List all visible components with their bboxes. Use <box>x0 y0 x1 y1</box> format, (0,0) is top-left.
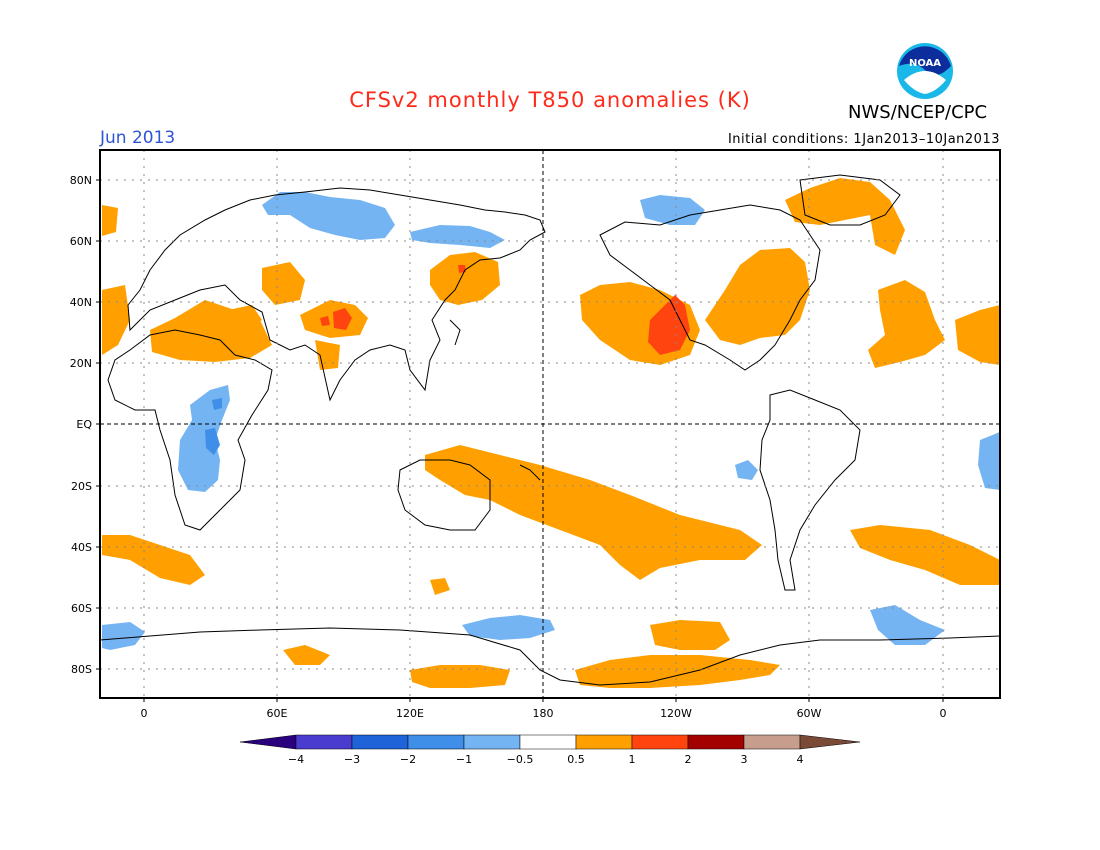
agency-label: NWS/NCEP/CPC <box>848 102 988 123</box>
axis-ticks <box>96 179 944 702</box>
strong-warm-regions <box>320 265 690 355</box>
lon-label: 0 <box>141 707 148 720</box>
coastlines <box>100 174 1000 686</box>
colorbar-swatch <box>687 734 745 750</box>
colorbar-label: −2 <box>400 753 416 766</box>
valid-month: Jun 2013 <box>100 128 176 148</box>
colorbar-swatch <box>407 734 465 750</box>
colorbar-swatch <box>743 734 801 750</box>
colorbar-label: −4 <box>288 753 304 766</box>
colorbar-swatch <box>519 734 577 750</box>
anomaly-fields <box>102 178 1000 688</box>
colorbar-label: −0.5 <box>507 753 534 766</box>
logo-text: NOAA <box>909 58 941 69</box>
colorbar-label: 2 <box>685 753 692 766</box>
colorbar-label: 3 <box>741 753 748 766</box>
lat-label: 40N <box>70 296 92 309</box>
lat-label: EQ <box>76 418 92 431</box>
colorbar-swatch <box>631 734 689 750</box>
lat-label: 60S <box>71 602 92 615</box>
colorbar-swatch <box>295 734 353 750</box>
equator-dateline <box>100 150 1000 698</box>
colorbar-label: 1 <box>629 753 636 766</box>
lon-label: 120W <box>660 707 692 720</box>
lat-label: 40S <box>71 541 92 554</box>
lon-label: 0 <box>940 707 947 720</box>
warm-anomaly-regions <box>102 178 1000 688</box>
lat-label: 60N <box>70 235 92 248</box>
lat-label: 80N <box>70 174 92 187</box>
longitude-labels: 0 60E 120E 180 120W 60W 0 <box>141 707 947 720</box>
moderate-cool-regions <box>205 398 222 455</box>
noaa-logo-icon: NOAA <box>896 42 954 100</box>
latitude-labels: 80N 60N 40N 20N EQ 20S 40S 60S 80S <box>70 174 93 676</box>
colorbar-swatch <box>463 734 521 750</box>
initial-conditions: Initial conditions: 1Jan2013–10Jan2013 <box>727 132 1000 147</box>
lat-label: 80S <box>71 663 92 676</box>
colorbar-label: 0.5 <box>567 753 585 766</box>
lon-label: 60E <box>267 707 288 720</box>
colorbar-swatch <box>799 734 861 750</box>
colorbar-label: −3 <box>344 753 360 766</box>
colorbar-swatch <box>239 734 297 750</box>
chart-title: CFSv2 monthly T850 anomalies (K) <box>349 88 751 112</box>
lat-label: 20S <box>71 480 92 493</box>
colorbar-swatch <box>351 734 409 750</box>
lon-label: 120E <box>396 707 424 720</box>
lat-label: 20N <box>70 357 92 370</box>
cool-anomaly-regions <box>102 192 1000 650</box>
colorbar-label: 4 <box>797 753 804 766</box>
colorbar-swatch <box>575 734 633 750</box>
colorbar-labels: −4 −3 −2 −1 −0.5 0.5 1 2 3 4 <box>288 753 804 766</box>
color-bar <box>239 734 861 750</box>
colorbar-label: −1 <box>456 753 472 766</box>
lon-label: 60W <box>797 707 822 720</box>
lon-label: 180 <box>533 707 554 720</box>
